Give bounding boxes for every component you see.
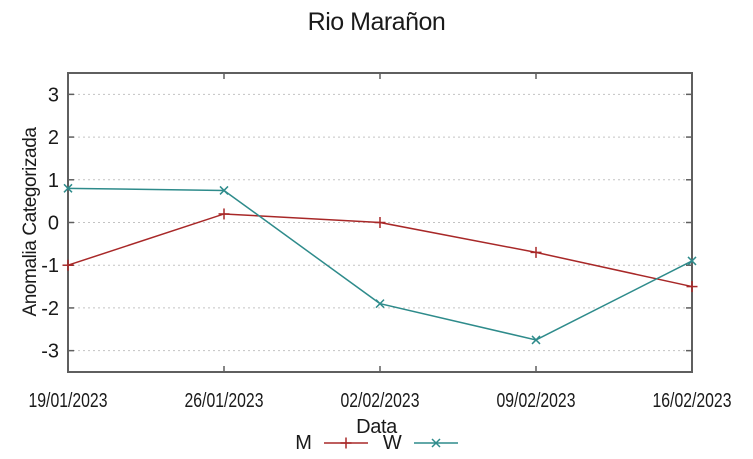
x-tick-label: 09/02/2023 [497, 390, 576, 412]
y-tick-label: -3 [41, 341, 59, 363]
x-tick-label: 02/02/2023 [341, 390, 420, 412]
x-tick-label: 26/01/2023 [185, 390, 264, 412]
cross-marker [63, 183, 73, 193]
legend-item-W: W [383, 433, 458, 453]
x-axis-label: Data [356, 416, 397, 438]
chart-title: Rio Marañon [307, 8, 446, 36]
cross-marker [687, 256, 697, 266]
legend-sample-W [413, 438, 458, 448]
y-tick-label: 0 [48, 213, 59, 235]
cross-marker [531, 335, 541, 345]
cross-marker [375, 299, 385, 309]
y-tick-label: 2 [48, 127, 59, 149]
y-tick-label: 1 [48, 170, 59, 192]
legend-item-M: M [295, 433, 368, 453]
cross-marker [431, 438, 441, 448]
series-line-W [67, 187, 693, 341]
y-tick-label: -2 [41, 298, 59, 320]
y-tick-label: 3 [48, 84, 59, 106]
x-tick-label: 16/02/2023 [653, 390, 732, 412]
legend-sample-M [323, 437, 368, 449]
cross-marker [219, 185, 229, 195]
legend-label-W: W [382, 432, 402, 454]
y-tick-label: -1 [41, 255, 59, 277]
x-tick-label: 19/01/2023 [29, 390, 108, 412]
legend-label-M: M [295, 432, 312, 454]
